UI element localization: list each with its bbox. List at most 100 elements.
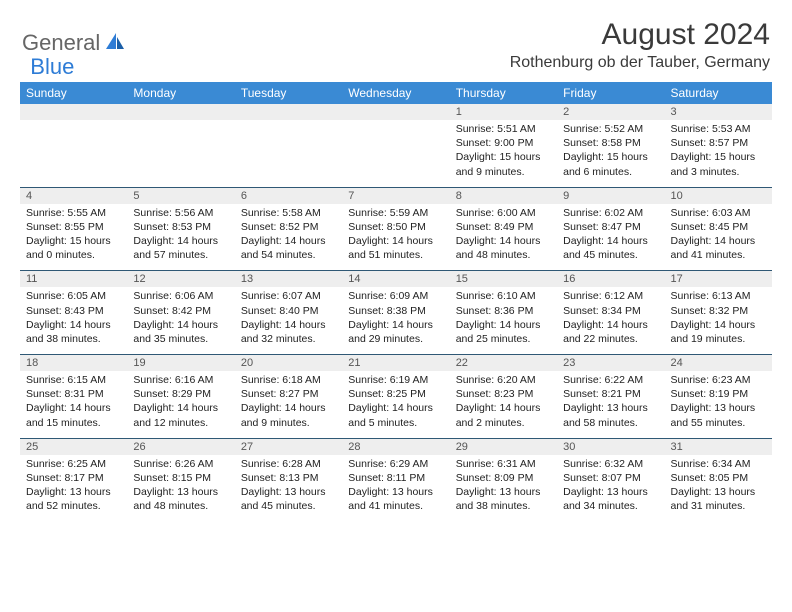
daylight-text-2: and 48 minutes. bbox=[133, 499, 228, 513]
day-number: 24 bbox=[665, 355, 772, 371]
daylight-text-2: and 12 minutes. bbox=[133, 416, 228, 430]
sunset-text: Sunset: 8:25 PM bbox=[348, 387, 443, 401]
daylight-text-1: Daylight: 13 hours bbox=[563, 401, 658, 415]
day-body: Sunrise: 6:16 AMSunset: 8:29 PMDaylight:… bbox=[127, 371, 234, 438]
daylight-text-2: and 3 minutes. bbox=[671, 165, 766, 179]
day-body: Sunrise: 5:52 AMSunset: 8:58 PMDaylight:… bbox=[557, 120, 664, 187]
daylight-text-2: and 15 minutes. bbox=[26, 416, 121, 430]
calendar-week-row: 4Sunrise: 5:55 AMSunset: 8:55 PMDaylight… bbox=[20, 187, 772, 271]
day-body: Sunrise: 5:58 AMSunset: 8:52 PMDaylight:… bbox=[235, 204, 342, 271]
daylight-text-1: Daylight: 14 hours bbox=[348, 401, 443, 415]
daylight-text-2: and 45 minutes. bbox=[563, 248, 658, 262]
sunrise-text: Sunrise: 6:22 AM bbox=[563, 373, 658, 387]
calendar-week-row: 1Sunrise: 5:51 AMSunset: 9:00 PMDaylight… bbox=[20, 104, 772, 187]
month-title: August 2024 bbox=[510, 18, 770, 52]
calendar-day-cell: 9Sunrise: 6:02 AMSunset: 8:47 PMDaylight… bbox=[557, 187, 664, 271]
day-number: 22 bbox=[450, 355, 557, 371]
calendar-day-cell: 30Sunrise: 6:32 AMSunset: 8:07 PMDayligh… bbox=[557, 438, 664, 521]
day-body: Sunrise: 6:09 AMSunset: 8:38 PMDaylight:… bbox=[342, 287, 449, 354]
sunrise-text: Sunrise: 6:32 AM bbox=[563, 457, 658, 471]
day-number: 8 bbox=[450, 188, 557, 204]
day-number bbox=[127, 104, 234, 120]
calendar-week-row: 25Sunrise: 6:25 AMSunset: 8:17 PMDayligh… bbox=[20, 438, 772, 521]
sunset-text: Sunset: 8:23 PM bbox=[456, 387, 551, 401]
daylight-text-1: Daylight: 14 hours bbox=[241, 234, 336, 248]
calendar-day-cell: 8Sunrise: 6:00 AMSunset: 8:49 PMDaylight… bbox=[450, 187, 557, 271]
sunrise-text: Sunrise: 6:23 AM bbox=[671, 373, 766, 387]
day-number: 6 bbox=[235, 188, 342, 204]
day-body bbox=[127, 120, 234, 178]
daylight-text-2: and 55 minutes. bbox=[671, 416, 766, 430]
daylight-text-2: and 34 minutes. bbox=[563, 499, 658, 513]
daylight-text-1: Daylight: 14 hours bbox=[133, 401, 228, 415]
calendar-day-cell bbox=[20, 104, 127, 187]
sunset-text: Sunset: 8:50 PM bbox=[348, 220, 443, 234]
day-number: 19 bbox=[127, 355, 234, 371]
daylight-text-1: Daylight: 15 hours bbox=[671, 150, 766, 164]
sunset-text: Sunset: 8:40 PM bbox=[241, 304, 336, 318]
day-body: Sunrise: 6:26 AMSunset: 8:15 PMDaylight:… bbox=[127, 455, 234, 522]
sunrise-text: Sunrise: 5:56 AM bbox=[133, 206, 228, 220]
daylight-text-1: Daylight: 14 hours bbox=[26, 318, 121, 332]
calendar-table: Sunday Monday Tuesday Wednesday Thursday… bbox=[20, 82, 772, 521]
daylight-text-1: Daylight: 13 hours bbox=[348, 485, 443, 499]
day-number: 12 bbox=[127, 271, 234, 287]
sunrise-text: Sunrise: 6:13 AM bbox=[671, 289, 766, 303]
day-body: Sunrise: 6:10 AMSunset: 8:36 PMDaylight:… bbox=[450, 287, 557, 354]
day-number: 21 bbox=[342, 355, 449, 371]
calendar-week-row: 18Sunrise: 6:15 AMSunset: 8:31 PMDayligh… bbox=[20, 355, 772, 439]
day-number: 30 bbox=[557, 439, 664, 455]
daylight-text-2: and 9 minutes. bbox=[241, 416, 336, 430]
daylight-text-1: Daylight: 14 hours bbox=[456, 401, 551, 415]
daylight-text-2: and 45 minutes. bbox=[241, 499, 336, 513]
day-number: 18 bbox=[20, 355, 127, 371]
day-number: 25 bbox=[20, 439, 127, 455]
sunrise-text: Sunrise: 6:34 AM bbox=[671, 457, 766, 471]
day-body: Sunrise: 5:55 AMSunset: 8:55 PMDaylight:… bbox=[20, 204, 127, 271]
daylight-text-2: and 2 minutes. bbox=[456, 416, 551, 430]
day-number bbox=[235, 104, 342, 120]
header-wednesday: Wednesday bbox=[342, 82, 449, 104]
sunrise-text: Sunrise: 6:02 AM bbox=[563, 206, 658, 220]
header-monday: Monday bbox=[127, 82, 234, 104]
header-friday: Friday bbox=[557, 82, 664, 104]
day-number bbox=[342, 104, 449, 120]
daylight-text-1: Daylight: 14 hours bbox=[241, 318, 336, 332]
sunrise-text: Sunrise: 6:00 AM bbox=[456, 206, 551, 220]
daylight-text-2: and 32 minutes. bbox=[241, 332, 336, 346]
day-body: Sunrise: 6:15 AMSunset: 8:31 PMDaylight:… bbox=[20, 371, 127, 438]
calendar-day-cell: 28Sunrise: 6:29 AMSunset: 8:11 PMDayligh… bbox=[342, 438, 449, 521]
day-body: Sunrise: 6:00 AMSunset: 8:49 PMDaylight:… bbox=[450, 204, 557, 271]
day-body: Sunrise: 6:23 AMSunset: 8:19 PMDaylight:… bbox=[665, 371, 772, 438]
day-body: Sunrise: 6:25 AMSunset: 8:17 PMDaylight:… bbox=[20, 455, 127, 522]
title-block: August 2024 Rothenburg ob der Tauber, Ge… bbox=[510, 18, 770, 72]
day-number bbox=[20, 104, 127, 120]
daylight-text-2: and 41 minutes. bbox=[671, 248, 766, 262]
daylight-text-2: and 25 minutes. bbox=[456, 332, 551, 346]
sunrise-text: Sunrise: 6:18 AM bbox=[241, 373, 336, 387]
calendar-day-cell: 1Sunrise: 5:51 AMSunset: 9:00 PMDaylight… bbox=[450, 104, 557, 187]
daylight-text-2: and 5 minutes. bbox=[348, 416, 443, 430]
day-body: Sunrise: 6:19 AMSunset: 8:25 PMDaylight:… bbox=[342, 371, 449, 438]
calendar-day-cell: 27Sunrise: 6:28 AMSunset: 8:13 PMDayligh… bbox=[235, 438, 342, 521]
header-thursday: Thursday bbox=[450, 82, 557, 104]
daylight-text-1: Daylight: 13 hours bbox=[241, 485, 336, 499]
daylight-text-2: and 38 minutes. bbox=[26, 332, 121, 346]
daylight-text-2: and 31 minutes. bbox=[671, 499, 766, 513]
calendar-day-cell: 3Sunrise: 5:53 AMSunset: 8:57 PMDaylight… bbox=[665, 104, 772, 187]
calendar-day-cell: 12Sunrise: 6:06 AMSunset: 8:42 PMDayligh… bbox=[127, 271, 234, 355]
location: Rothenburg ob der Tauber, Germany bbox=[510, 54, 770, 72]
logo-text-general: General bbox=[22, 30, 100, 56]
day-body: Sunrise: 6:13 AMSunset: 8:32 PMDaylight:… bbox=[665, 287, 772, 354]
sunset-text: Sunset: 8:42 PM bbox=[133, 304, 228, 318]
daylight-text-1: Daylight: 13 hours bbox=[26, 485, 121, 499]
calendar-day-cell: 17Sunrise: 6:13 AMSunset: 8:32 PMDayligh… bbox=[665, 271, 772, 355]
calendar-week-row: 11Sunrise: 6:05 AMSunset: 8:43 PMDayligh… bbox=[20, 271, 772, 355]
sunrise-text: Sunrise: 6:05 AM bbox=[26, 289, 121, 303]
daylight-text-1: Daylight: 14 hours bbox=[456, 234, 551, 248]
daylight-text-1: Daylight: 13 hours bbox=[133, 485, 228, 499]
day-body: Sunrise: 6:20 AMSunset: 8:23 PMDaylight:… bbox=[450, 371, 557, 438]
day-number: 10 bbox=[665, 188, 772, 204]
daylight-text-2: and 54 minutes. bbox=[241, 248, 336, 262]
day-number: 17 bbox=[665, 271, 772, 287]
